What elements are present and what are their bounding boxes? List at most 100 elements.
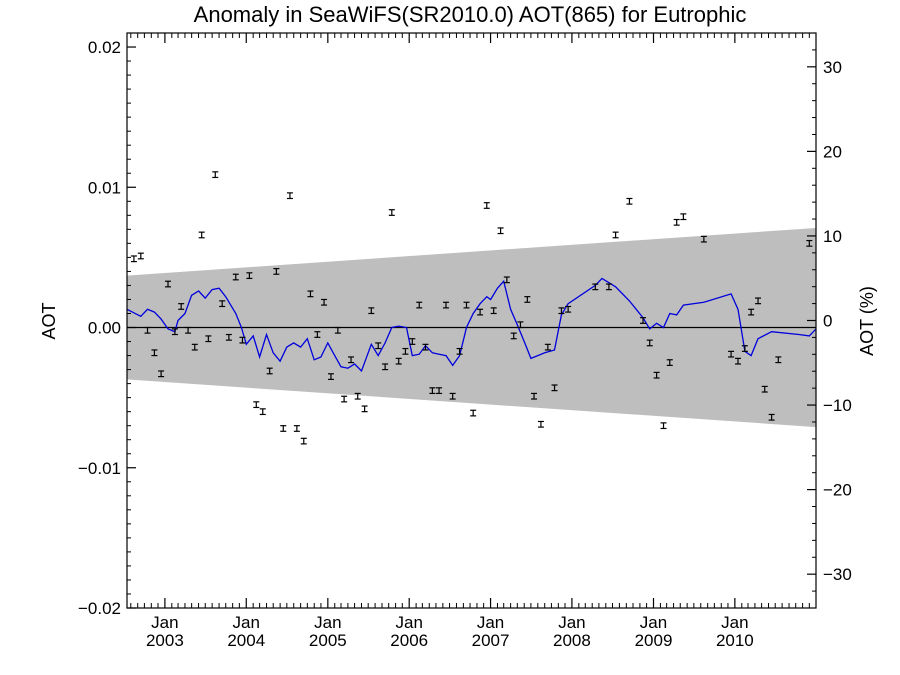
data-point bbox=[558, 307, 565, 315]
data-point bbox=[490, 307, 497, 315]
data-point bbox=[551, 384, 558, 392]
data-point bbox=[761, 385, 768, 393]
data-point bbox=[741, 345, 748, 352]
data-point bbox=[171, 328, 178, 336]
chart-title: Anomaly in SeaWiFS(SR2010.0) AOT(865) fo… bbox=[194, 2, 747, 27]
data-point bbox=[463, 301, 470, 309]
data-point bbox=[395, 357, 402, 365]
data-point bbox=[806, 239, 813, 247]
data-point bbox=[653, 371, 660, 379]
series-line-layer bbox=[126, 277, 817, 373]
data-point bbox=[510, 332, 517, 340]
data-point bbox=[517, 321, 524, 329]
data-point bbox=[225, 333, 232, 341]
data-point bbox=[612, 231, 619, 239]
data-point bbox=[673, 218, 680, 226]
data-point bbox=[755, 297, 762, 305]
data-point bbox=[456, 347, 463, 355]
x-tick-label-month: Jan bbox=[558, 613, 585, 632]
data-point bbox=[158, 370, 165, 378]
data-point bbox=[442, 301, 449, 309]
y-tick-label-left: −0.01 bbox=[78, 459, 121, 478]
x-tick-label-month: Jan bbox=[640, 613, 667, 632]
data-point bbox=[321, 298, 328, 306]
y-axis-label-right: AOT (%) bbox=[857, 286, 877, 356]
data-point bbox=[266, 367, 273, 375]
data-point bbox=[748, 308, 755, 316]
axes-layer: 0.020.010.00−0.01−0.023020100−10−20−30Ja… bbox=[78, 32, 852, 650]
data-point bbox=[165, 280, 172, 288]
data-point bbox=[416, 301, 423, 309]
data-point bbox=[198, 231, 205, 239]
y-tick-label-right: 20 bbox=[823, 142, 842, 161]
data-point bbox=[646, 339, 653, 347]
data-point bbox=[388, 209, 395, 216]
data-point bbox=[354, 392, 361, 400]
data-point bbox=[700, 235, 707, 243]
y-axis-label-left: AOT bbox=[39, 302, 59, 339]
data-point bbox=[477, 308, 484, 316]
y-tick-label-left: 0.00 bbox=[88, 319, 121, 338]
data-point bbox=[640, 317, 647, 324]
data-point bbox=[728, 350, 735, 358]
data-point bbox=[666, 359, 673, 366]
data-point bbox=[239, 336, 246, 344]
data-point bbox=[348, 356, 355, 364]
data-point bbox=[253, 401, 260, 409]
data-point bbox=[402, 347, 409, 355]
data-point bbox=[775, 356, 782, 364]
data-point bbox=[660, 422, 667, 430]
data-points-layer bbox=[130, 171, 813, 445]
data-point bbox=[734, 357, 741, 365]
data-point bbox=[537, 420, 544, 428]
x-tick-label-year: 2007 bbox=[472, 631, 510, 650]
data-point bbox=[565, 305, 572, 313]
y-tick-label-left: 0.01 bbox=[88, 178, 121, 197]
data-point bbox=[246, 272, 253, 280]
data-point bbox=[130, 255, 137, 263]
data-point bbox=[503, 276, 510, 284]
x-tick-label-month: Jan bbox=[721, 613, 748, 632]
running-mean-line bbox=[126, 277, 817, 373]
data-point bbox=[212, 171, 219, 179]
data-point bbox=[205, 335, 212, 343]
data-point bbox=[293, 425, 300, 432]
data-point bbox=[334, 326, 341, 334]
y-tick-label-right: −20 bbox=[823, 481, 852, 500]
data-point bbox=[151, 349, 158, 357]
data-point bbox=[768, 413, 775, 421]
x-tick-label-year: 2005 bbox=[309, 631, 347, 650]
data-point bbox=[429, 387, 436, 395]
x-tick-label-month: Jan bbox=[151, 613, 178, 632]
x-tick-label-year: 2006 bbox=[390, 631, 428, 650]
data-point bbox=[436, 387, 443, 395]
data-point bbox=[531, 392, 538, 400]
y-tick-label-right: −10 bbox=[823, 396, 852, 415]
x-tick-label-month: Jan bbox=[314, 613, 341, 632]
data-point bbox=[409, 338, 416, 345]
data-point bbox=[361, 405, 368, 413]
data-point bbox=[178, 303, 185, 310]
data-point bbox=[483, 202, 490, 209]
data-point bbox=[232, 273, 239, 281]
x-tick-label-month: Jan bbox=[395, 613, 422, 632]
data-point bbox=[341, 395, 348, 403]
data-point bbox=[219, 300, 226, 308]
data-point bbox=[592, 283, 599, 291]
data-point bbox=[544, 343, 551, 351]
data-point bbox=[144, 326, 151, 334]
y-tick-label-right: 30 bbox=[823, 58, 842, 77]
data-point bbox=[307, 290, 314, 298]
data-point bbox=[280, 425, 287, 432]
data-point bbox=[524, 296, 531, 303]
x-tick-label-year: 2008 bbox=[553, 631, 591, 650]
data-point bbox=[422, 343, 429, 351]
y-tick-label-right: 10 bbox=[823, 227, 842, 246]
data-point bbox=[375, 342, 382, 350]
data-point bbox=[191, 343, 198, 351]
data-point bbox=[286, 192, 293, 200]
data-point bbox=[137, 252, 144, 260]
data-point bbox=[259, 408, 266, 416]
x-tick-label-month: Jan bbox=[477, 613, 504, 632]
data-point bbox=[449, 392, 456, 400]
